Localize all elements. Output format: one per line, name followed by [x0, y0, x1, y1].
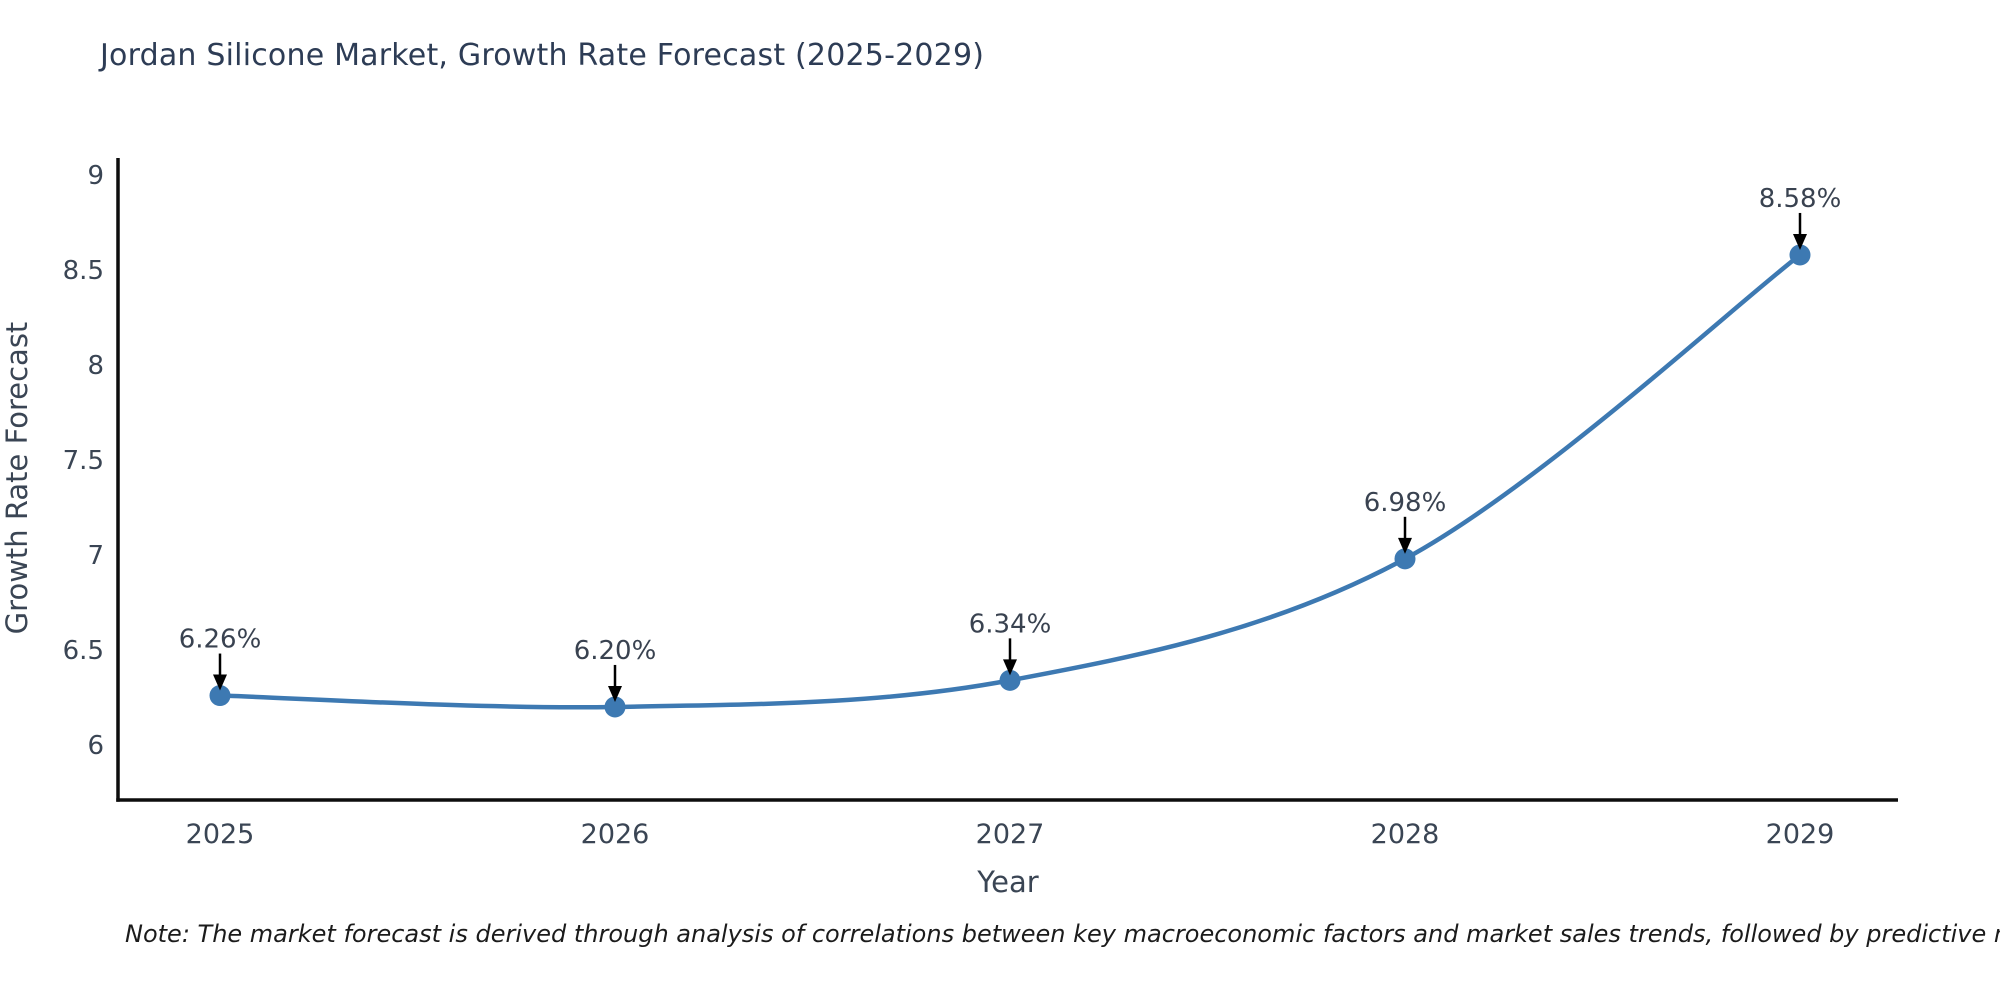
- y-tick-label: 8.5: [63, 256, 104, 286]
- data-point-annotation: 6.98%: [1364, 488, 1447, 518]
- y-tick-label: 8: [87, 351, 104, 381]
- data-point-group: 6.20%: [574, 636, 657, 718]
- x-tick-label: 2028: [1371, 819, 1440, 850]
- y-tick-label: 9: [87, 161, 104, 191]
- axes: 6 6.5 7 7.5 8 8.5 9 2025 2026 2027 2028 2029 Year Gro…: [0, 158, 1898, 899]
- data-point-marker: [1394, 548, 1416, 570]
- y-axis-title: Growth Rate Forecast: [0, 322, 34, 635]
- data-point-annotation: 6.34%: [969, 609, 1052, 639]
- annotation-arrowhead-icon: [608, 685, 622, 702]
- data-point-annotation: 6.26%: [179, 625, 262, 655]
- annotation-arrowhead-icon: [213, 674, 227, 691]
- data-point-annotation: 6.20%: [574, 636, 657, 666]
- annotation-arrowhead-icon: [1003, 659, 1017, 676]
- x-tick-label: 2026: [581, 819, 650, 850]
- data-point-group: 6.34%: [969, 609, 1052, 691]
- y-tick-label: 6.5: [63, 636, 104, 666]
- x-tick-label: 2027: [976, 819, 1045, 850]
- data-point-annotation: 8.58%: [1759, 184, 1842, 214]
- x-tick-label: 2025: [186, 819, 255, 850]
- chart-title: Jordan Silicone Market, Growth Rate Fore…: [100, 38, 985, 73]
- footnote: Note: The market forecast is derived thr…: [125, 920, 2000, 948]
- annotation-arrowhead-icon: [1793, 233, 1807, 250]
- x-axis-title: Year: [976, 865, 1038, 899]
- data-point-group: 6.26%: [179, 625, 262, 707]
- y-tick-label: 7: [87, 541, 104, 571]
- y-tick-label: 7.5: [63, 446, 104, 476]
- annotation-arrowhead-icon: [1398, 537, 1412, 554]
- data-point-group: 8.58%: [1759, 184, 1842, 266]
- data-point-group: 6.98%: [1364, 488, 1447, 570]
- data-point-marker: [1789, 244, 1811, 266]
- data-point-marker: [209, 685, 231, 707]
- data-point-marker: [999, 669, 1021, 691]
- data-point-marker: [604, 696, 626, 718]
- y-tick-label: 6: [87, 731, 104, 761]
- x-tick-label: 2029: [1766, 819, 1835, 850]
- trend-line: [217, 252, 1803, 710]
